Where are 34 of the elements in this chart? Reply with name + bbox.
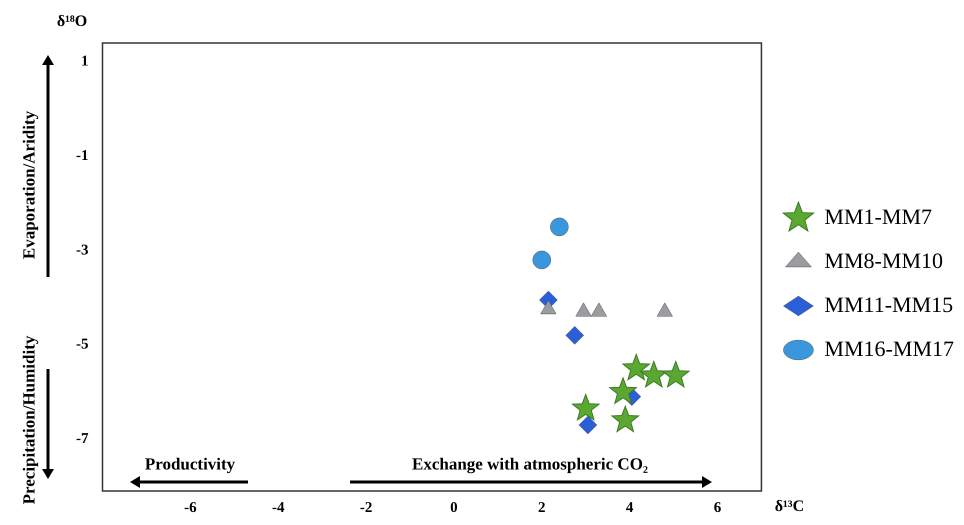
point bbox=[572, 394, 600, 420]
x-tick-label: 2 bbox=[538, 500, 546, 516]
point bbox=[656, 302, 673, 317]
legend-label: MM1-MM7 bbox=[824, 204, 932, 229]
y-tick-label: 1 bbox=[80, 54, 88, 70]
x-tick-label: 0 bbox=[450, 500, 458, 516]
point bbox=[540, 300, 556, 314]
legend-label: MM8-MM10 bbox=[824, 248, 944, 273]
point bbox=[565, 326, 584, 345]
legend-label: MM16-MM17 bbox=[824, 336, 954, 361]
y-tick-label: -3 bbox=[76, 242, 88, 258]
legend-label: MM11-MM15 bbox=[824, 292, 954, 317]
y-tick-label: -1 bbox=[76, 148, 88, 164]
point bbox=[590, 302, 607, 317]
x-tick-label: -4 bbox=[272, 500, 285, 516]
y-tick-label: -7 bbox=[76, 431, 89, 447]
x-axis-title: δ¹³C bbox=[774, 498, 804, 516]
text: Precipitation/Humidity bbox=[19, 335, 38, 504]
annotation: Exchange with atmospheric CO₂ bbox=[412, 454, 648, 474]
text: Evaporation/Aridity bbox=[19, 110, 38, 260]
x-tick-label: 6 bbox=[714, 500, 722, 516]
x-tick-label: 4 bbox=[626, 500, 634, 516]
point bbox=[662, 360, 690, 388]
annotation: Productivity bbox=[144, 454, 236, 474]
y-axis-title: δ¹⁸O bbox=[56, 13, 88, 30]
x-tick-label: -2 bbox=[360, 500, 372, 516]
point bbox=[532, 250, 552, 270]
point bbox=[611, 406, 640, 432]
x-tick-label: -6 bbox=[184, 500, 198, 516]
y-tick-label: -5 bbox=[76, 336, 88, 353]
point bbox=[609, 377, 637, 404]
point bbox=[550, 218, 569, 236]
point bbox=[575, 302, 592, 317]
point bbox=[622, 354, 650, 380]
